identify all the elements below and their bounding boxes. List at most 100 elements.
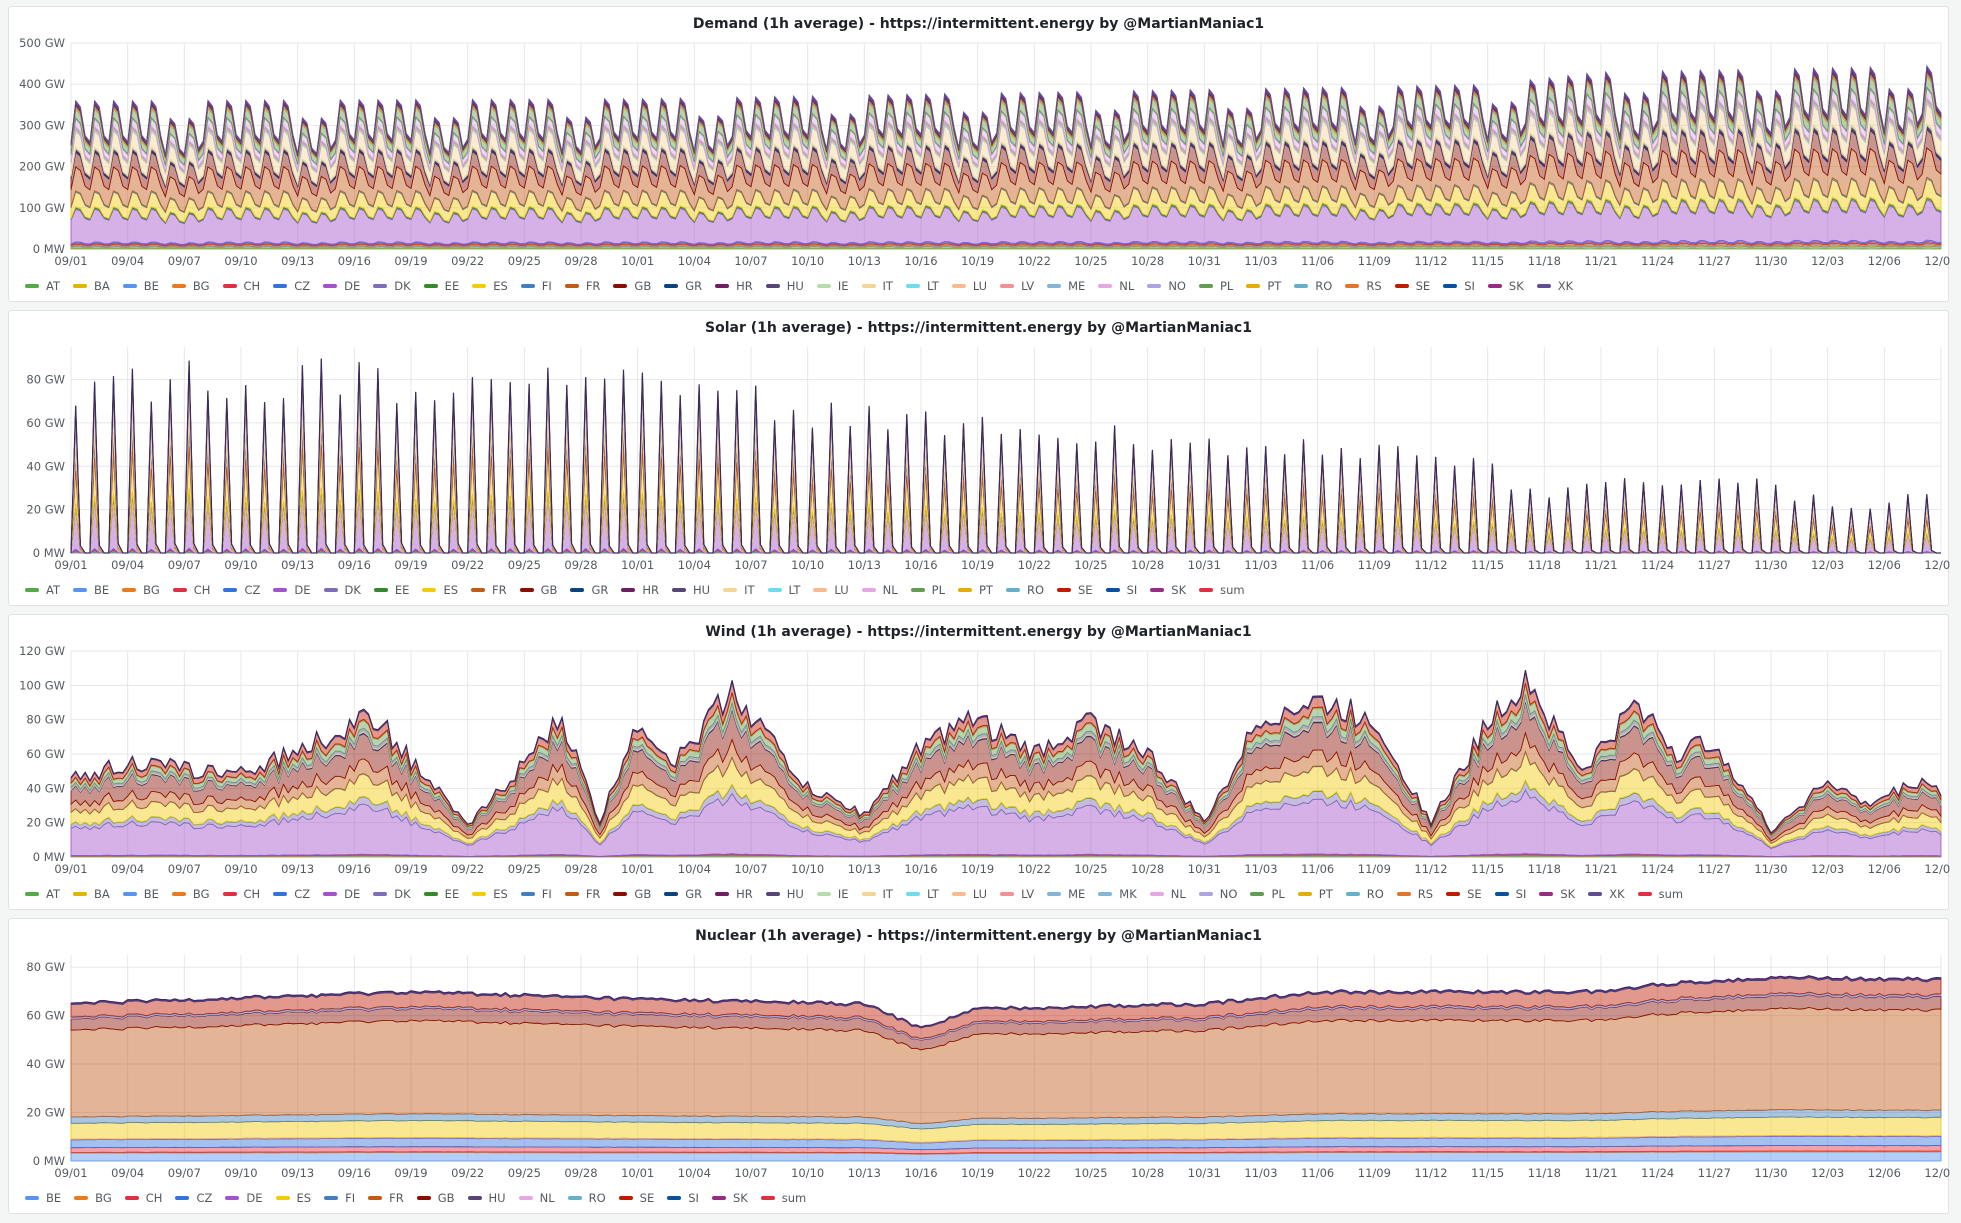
- legend-item-bg[interactable]: BG: [74, 1191, 112, 1205]
- demand-legend[interactable]: AT BA BE BG CH CZ DE DK EE ES FI FR GB GR HR HU IE IT LT LU…: [25, 279, 1932, 293]
- legend-item-lt[interactable]: LT: [905, 887, 939, 901]
- legend-item-cz[interactable]: CZ: [273, 279, 310, 293]
- legend-item-ba[interactable]: BA: [73, 887, 110, 901]
- legend-item-ro[interactable]: RO: [567, 1191, 606, 1205]
- legend-item-ie[interactable]: IE: [816, 887, 849, 901]
- legend-item-si[interactable]: SI: [1105, 583, 1137, 597]
- legend-item-sk[interactable]: SK: [1539, 887, 1575, 901]
- legend-item-ch[interactable]: CH: [124, 1191, 162, 1205]
- legend-item-nl[interactable]: NL: [861, 583, 898, 597]
- legend-item-ee[interactable]: EE: [423, 279, 459, 293]
- legend-item-hu[interactable]: HU: [672, 583, 710, 597]
- legend-item-gr[interactable]: GR: [664, 279, 702, 293]
- legend-item-pl[interactable]: PL: [1198, 279, 1233, 293]
- legend-item-de[interactable]: DE: [323, 887, 360, 901]
- legend-item-lu[interactable]: LU: [951, 887, 987, 901]
- legend-item-de[interactable]: DE: [273, 583, 311, 597]
- nuclear-legend[interactable]: BE BG CH CZ DE ES FI FR GB HU NL RO SE SI SK sum: [25, 1191, 1932, 1205]
- legend-item-gb[interactable]: GB: [613, 279, 651, 293]
- legend-item-it[interactable]: IT: [861, 279, 893, 293]
- legend-item-fr[interactable]: FR: [471, 583, 507, 597]
- legend-item-rs[interactable]: RS: [1345, 279, 1382, 293]
- legend-item-bg[interactable]: BG: [122, 583, 160, 597]
- legend-item-dk[interactable]: DK: [373, 887, 411, 901]
- legend-item-hu[interactable]: HU: [765, 887, 804, 901]
- legend-item-fi[interactable]: FI: [520, 887, 552, 901]
- legend-item-gr[interactable]: GR: [664, 887, 702, 901]
- legend-item-ba[interactable]: BA: [73, 279, 110, 293]
- legend-item-si[interactable]: SI: [1494, 887, 1526, 901]
- legend-item-ch[interactable]: CH: [222, 279, 260, 293]
- legend-item-it[interactable]: IT: [861, 887, 893, 901]
- legend-item-fi[interactable]: FI: [324, 1191, 355, 1205]
- legend-item-hu[interactable]: HU: [467, 1191, 506, 1205]
- legend-item-ro[interactable]: RO: [1005, 583, 1044, 597]
- legend-item-lt[interactable]: LT: [767, 583, 800, 597]
- legend-item-ee[interactable]: EE: [373, 583, 409, 597]
- legend-item-dk[interactable]: DK: [323, 583, 361, 597]
- legend-item-gb[interactable]: GB: [519, 583, 557, 597]
- legend-item-ch[interactable]: CH: [172, 583, 210, 597]
- legend-item-fr[interactable]: FR: [564, 279, 600, 293]
- legend-item-pl[interactable]: PL: [910, 583, 945, 597]
- legend-item-pt[interactable]: PT: [1297, 887, 1333, 901]
- legend-item-se[interactable]: SE: [618, 1191, 654, 1205]
- legend-item-de[interactable]: DE: [323, 279, 360, 293]
- legend-item-xk[interactable]: XK: [1588, 887, 1625, 901]
- legend-item-me[interactable]: ME: [1047, 887, 1085, 901]
- legend-item-be[interactable]: BE: [25, 1191, 61, 1205]
- legend-item-bg[interactable]: BG: [171, 279, 210, 293]
- legend-item-si[interactable]: SI: [1443, 279, 1475, 293]
- legend-item-no[interactable]: NO: [1147, 279, 1186, 293]
- legend-item-hr[interactable]: HR: [715, 279, 753, 293]
- legend-item-fr[interactable]: FR: [564, 887, 600, 901]
- legend-item-hr[interactable]: HR: [621, 583, 659, 597]
- legend-item-se[interactable]: SE: [1446, 887, 1482, 901]
- wind-legend[interactable]: AT BA BE BG CH CZ DE DK EE ES FI FR GB GR HR HU IE IT LT LU…: [25, 887, 1932, 901]
- legend-item-es[interactable]: ES: [472, 279, 508, 293]
- legend-item-be[interactable]: BE: [122, 887, 159, 901]
- legend-item-gr[interactable]: GR: [570, 583, 608, 597]
- legend-item-ch[interactable]: CH: [222, 887, 260, 901]
- legend-item-fi[interactable]: FI: [520, 279, 552, 293]
- legend-item-mk[interactable]: MK: [1098, 887, 1137, 901]
- legend-item-gb[interactable]: GB: [416, 1191, 455, 1205]
- legend-item-ee[interactable]: EE: [423, 887, 459, 901]
- legend-item-cz[interactable]: CZ: [273, 887, 310, 901]
- legend-item-es[interactable]: ES: [472, 887, 508, 901]
- legend-item-sk[interactable]: SK: [1150, 583, 1186, 597]
- legend-item-pt[interactable]: PT: [957, 583, 993, 597]
- legend-item-lu[interactable]: LU: [813, 583, 849, 597]
- legend-item-at[interactable]: AT: [25, 583, 60, 597]
- legend-item-se[interactable]: SE: [1394, 279, 1430, 293]
- legend-item-sum[interactable]: sum: [1637, 887, 1683, 901]
- legend-item-nl[interactable]: NL: [518, 1191, 555, 1205]
- legend-item-at[interactable]: AT: [25, 279, 60, 293]
- legend-item-pl[interactable]: PL: [1250, 887, 1285, 901]
- legend-item-sk[interactable]: SK: [1487, 279, 1524, 293]
- legend-item-sum[interactable]: sum: [1199, 583, 1245, 597]
- legend-item-nl[interactable]: NL: [1149, 887, 1186, 901]
- legend-item-bg[interactable]: BG: [171, 887, 210, 901]
- legend-item-si[interactable]: SI: [667, 1191, 699, 1205]
- legend-item-be[interactable]: BE: [122, 279, 159, 293]
- legend-item-gb[interactable]: GB: [613, 887, 651, 901]
- legend-item-sk[interactable]: SK: [711, 1191, 748, 1205]
- legend-item-cz[interactable]: CZ: [175, 1191, 212, 1205]
- legend-item-at[interactable]: AT: [25, 887, 60, 901]
- legend-item-rs[interactable]: RS: [1396, 887, 1433, 901]
- legend-item-se[interactable]: SE: [1057, 583, 1093, 597]
- legend-item-ro[interactable]: RO: [1345, 887, 1384, 901]
- legend-item-fr[interactable]: FR: [368, 1191, 404, 1205]
- legend-item-be[interactable]: BE: [73, 583, 109, 597]
- legend-item-cz[interactable]: CZ: [223, 583, 260, 597]
- legend-item-lu[interactable]: LU: [951, 279, 987, 293]
- legend-item-pt[interactable]: PT: [1246, 279, 1281, 293]
- legend-item-xk[interactable]: XK: [1536, 279, 1573, 293]
- legend-item-it[interactable]: IT: [723, 583, 755, 597]
- legend-item-ie[interactable]: IE: [816, 279, 849, 293]
- legend-item-no[interactable]: NO: [1198, 887, 1237, 901]
- legend-item-nl[interactable]: NL: [1098, 279, 1134, 293]
- legend-item-ro[interactable]: RO: [1294, 279, 1332, 293]
- legend-item-es[interactable]: ES: [275, 1191, 311, 1205]
